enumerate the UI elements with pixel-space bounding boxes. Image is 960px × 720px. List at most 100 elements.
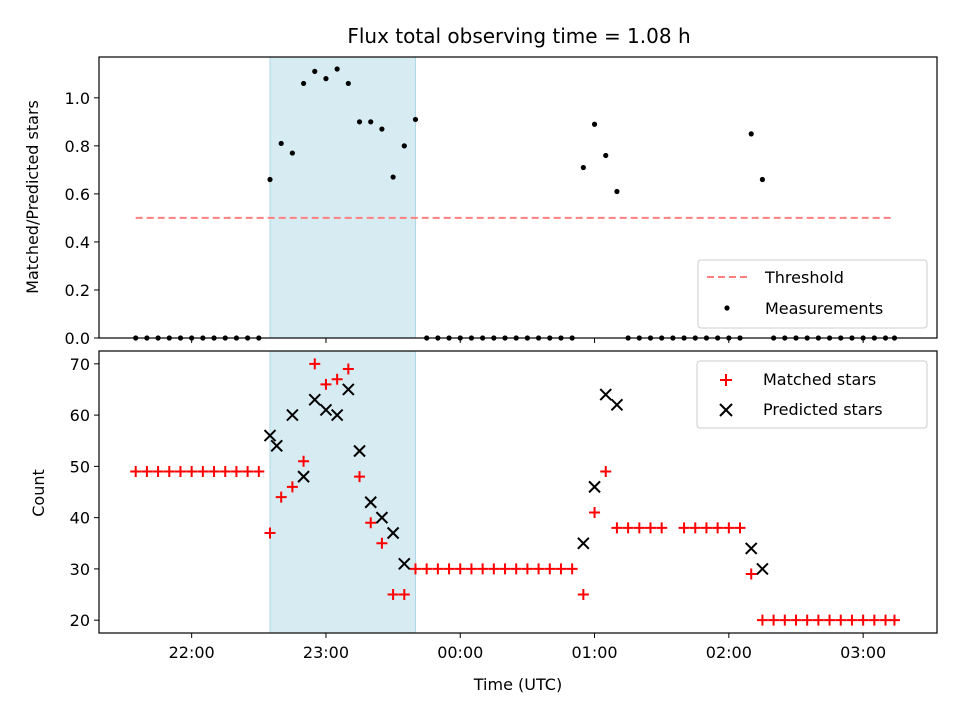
top-ytick-label: 0.6 xyxy=(65,185,90,204)
bottom-y-ticks: 20 30 40 50 60 70 xyxy=(70,355,99,630)
matched-star-point xyxy=(309,358,321,370)
matched-star-point xyxy=(589,507,601,519)
top-legend-box xyxy=(697,259,928,329)
predicted-star-point xyxy=(386,526,400,540)
predicted-star-point xyxy=(398,557,411,570)
matched-star-point xyxy=(398,589,410,601)
bottom-legend-box xyxy=(696,360,928,429)
matched-star-point xyxy=(488,563,500,575)
matched-star-point xyxy=(298,455,310,467)
top-ytick-label: 0.2 xyxy=(65,281,90,300)
matched-star-point xyxy=(622,522,634,534)
matched-star-point xyxy=(656,522,668,534)
measurement-point xyxy=(580,164,586,171)
matched-star-point xyxy=(888,614,900,626)
predicted-star-point xyxy=(308,393,321,406)
top-axes-frame xyxy=(98,56,938,339)
matched-star-point xyxy=(163,465,175,477)
bottom-x-ticks: 22:00 23:00 00:00 01:00 02:00 03:00 xyxy=(169,633,886,662)
matched-star-point xyxy=(846,614,858,626)
bottom-ytick-label: 50 xyxy=(70,457,90,476)
matched-star-point xyxy=(645,522,657,534)
bottom-ytick-label: 60 xyxy=(70,406,90,425)
matched-star-point xyxy=(186,465,198,477)
matched-star-point xyxy=(745,568,757,580)
matched-star-point xyxy=(465,563,477,575)
matched-star-point xyxy=(577,589,589,601)
measurement-point xyxy=(603,152,609,159)
matched-star-point xyxy=(208,465,220,477)
predicted-star-point xyxy=(756,562,769,576)
matched-star-point xyxy=(130,465,142,477)
matched-star-point xyxy=(477,563,489,575)
matched-star-point xyxy=(443,563,455,575)
measurement-point xyxy=(401,143,407,149)
matched-star-point xyxy=(219,465,231,477)
matched-star-point xyxy=(387,589,399,601)
matched-star-point xyxy=(678,522,690,534)
chart-title: Flux total observing time = 1.08 h xyxy=(347,24,690,48)
matched-star-point xyxy=(824,614,836,626)
predicted-star-point xyxy=(297,470,310,483)
matched-star-point xyxy=(712,522,724,534)
predicted-star-point xyxy=(286,408,299,422)
measurement-point xyxy=(267,176,273,183)
bottom-ytick-label: 20 xyxy=(70,611,90,630)
legend-label-threshold: Threshold xyxy=(764,268,844,287)
predicted-star-point xyxy=(599,388,612,401)
measurement-point xyxy=(300,80,307,87)
bottom-xtick-label: 00:00 xyxy=(437,643,483,662)
predicted-star-point xyxy=(319,403,333,417)
matched-star-point xyxy=(611,522,623,534)
matched-star-point xyxy=(152,465,164,477)
matched-star-point xyxy=(197,465,209,477)
measurement-point xyxy=(759,176,766,183)
matched-star-point xyxy=(600,465,612,477)
predicted-star-point xyxy=(330,408,344,422)
matched-star-point xyxy=(723,522,735,534)
predicted-legend-marker xyxy=(719,403,733,417)
x-axis-label: Time (UTC) xyxy=(473,675,562,694)
matched-star-point xyxy=(756,614,768,626)
matched-star-point xyxy=(544,563,556,575)
measurement-point xyxy=(323,76,329,82)
top-ytick-label: 1.0 xyxy=(65,89,90,108)
matched-star-point xyxy=(230,465,242,477)
bottom-ytick-label: 30 xyxy=(70,560,90,579)
top-ytick-label: 0.8 xyxy=(65,137,90,156)
bottom-ytick-label: 40 xyxy=(70,509,90,528)
bottom-xtick-label: 22:00 xyxy=(169,643,215,662)
bottom-shaded-interval xyxy=(269,350,416,634)
matched-star-point xyxy=(421,563,433,575)
measurement-point xyxy=(614,188,620,195)
matched-star-point xyxy=(533,563,545,575)
matched-star-point xyxy=(242,465,254,477)
measurement-point xyxy=(390,174,396,180)
matched-star-point xyxy=(801,614,813,626)
matched-star-point xyxy=(320,378,332,390)
matched-star-point xyxy=(555,563,567,575)
predicted-star-point xyxy=(342,383,355,396)
matched-star-point xyxy=(376,537,388,549)
legend-label-predicted: Predicted stars xyxy=(763,400,883,419)
top-shaded-interval xyxy=(269,56,416,339)
legend-label-measurements: Measurements xyxy=(765,299,883,318)
top-panel: 0.0 0.2 0.4 0.6 0.8 1.0 Matched/Predicted sta… xyxy=(23,56,938,348)
measurement-point xyxy=(356,119,363,125)
matched-star-point xyxy=(365,517,377,529)
measurement-point xyxy=(412,116,419,123)
top-series-layer xyxy=(133,66,898,341)
legend-label-matched: Matched stars xyxy=(763,370,876,389)
top-x-ticks xyxy=(191,338,864,343)
matched-star-point xyxy=(331,373,343,385)
bottom-series-layer xyxy=(130,358,900,626)
matched-star-point xyxy=(633,522,645,534)
matched-star-point xyxy=(409,563,421,575)
measurements-legend-marker xyxy=(724,305,730,311)
bottom-axes-frame xyxy=(98,350,938,634)
predicted-star-point xyxy=(353,444,366,458)
matched-star-point xyxy=(275,491,287,503)
matched-star-point xyxy=(566,563,578,575)
matched-star-point xyxy=(768,614,780,626)
